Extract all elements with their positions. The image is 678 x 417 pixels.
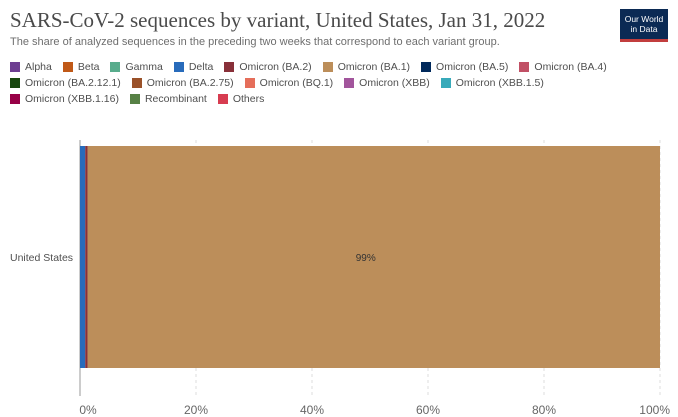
category-label: United States — [10, 252, 73, 264]
bar-segment[interactable] — [80, 146, 86, 368]
legend-swatch — [440, 78, 451, 88]
legend-item[interactable]: Recombinant — [129, 92, 207, 106]
legend-label: Omicron (BA.5) — [436, 61, 509, 73]
legend-label: Omicron (BA.1) — [337, 61, 411, 73]
legend-label: Beta — [77, 61, 100, 73]
legend-label: Others — [232, 93, 265, 105]
legend-label: Omicron (BQ.1) — [259, 77, 334, 89]
legend-item[interactable]: Omicron (BA.4) — [519, 60, 607, 74]
legend: Alpha Beta Gamma Delta Omicron (BA.2) Omicron… — [10, 60, 674, 106]
x-tick-label: 100% — [639, 403, 670, 417]
legend-swatch — [10, 94, 20, 104]
legend-item[interactable]: Alpha — [10, 60, 52, 74]
legend-swatch — [10, 78, 20, 88]
x-tick-label: 20% — [184, 403, 208, 417]
legend-label: Omicron (BA.2.12.1) — [25, 77, 121, 89]
x-tick-label: 80% — [532, 403, 556, 417]
legend-swatch — [173, 62, 184, 72]
legend-item[interactable]: Gamma — [110, 60, 163, 74]
legend-label: Omicron (XBB.1.5) — [455, 77, 544, 89]
legend-swatch — [131, 78, 142, 88]
legend-item[interactable]: Omicron (XBB.1.5) — [440, 76, 544, 90]
legend-item[interactable]: Omicron (XBB) — [344, 76, 430, 90]
legend-label: Gamma — [125, 61, 163, 73]
legend-item[interactable]: Delta — [173, 60, 214, 74]
x-tick-label: 60% — [416, 403, 440, 417]
chart-subtitle: The share of analyzed sequences in the p… — [10, 36, 500, 48]
legend-label: Omicron (BA.2.75) — [146, 77, 234, 89]
bar-segment[interactable] — [85, 146, 88, 368]
legend-item[interactable]: Omicron (BA.5) — [421, 60, 508, 74]
legend-swatch — [224, 62, 235, 72]
legend-swatch — [344, 78, 355, 88]
legend-swatch — [10, 62, 20, 72]
logo-line-2: in Data — [630, 24, 658, 34]
legend-item[interactable]: Omicron (XBB.1.16) — [10, 92, 119, 106]
x-tick-label: 40% — [300, 403, 324, 417]
legend-swatch — [322, 62, 333, 72]
legend-item[interactable]: Omicron (BQ.1) — [244, 76, 334, 90]
x-tick-label: 0% — [79, 403, 97, 417]
legend-label: Omicron (BA.2) — [239, 61, 312, 73]
legend-swatch — [217, 94, 228, 104]
legend-swatch — [110, 62, 121, 72]
legend-label: Omicron (XBB) — [359, 77, 430, 89]
legend-item[interactable]: Omicron (BA.1) — [322, 60, 411, 74]
bar-value-label: 99% — [356, 253, 376, 264]
legend-item[interactable]: Others — [217, 92, 265, 106]
legend-label: Omicron (BA.4) — [534, 61, 607, 73]
bar-segment[interactable] — [87, 146, 661, 368]
legend-label: Omicron (XBB.1.16) — [25, 93, 119, 105]
legend-swatch — [519, 62, 530, 72]
legend-swatch — [62, 62, 73, 72]
legend-item[interactable]: Omicron (BA.2.75) — [131, 76, 234, 90]
legend-item[interactable]: Omicron (BA.2) — [224, 60, 312, 74]
legend-swatch — [129, 94, 140, 104]
legend-label: Alpha — [25, 61, 52, 73]
legend-label: Recombinant — [144, 93, 207, 105]
logo-line-1: Our World — [624, 14, 664, 24]
legend-item[interactable]: Beta — [62, 60, 100, 74]
legend-label: Delta — [188, 61, 214, 73]
chart-title: SARS-CoV-2 sequences by variant, United … — [10, 8, 546, 32]
legend-swatch — [421, 62, 432, 72]
owid-logo[interactable]: Our World in Data — [620, 9, 668, 42]
legend-swatch — [244, 78, 255, 88]
legend-item[interactable]: Omicron (BA.2.12.1) — [10, 76, 121, 90]
